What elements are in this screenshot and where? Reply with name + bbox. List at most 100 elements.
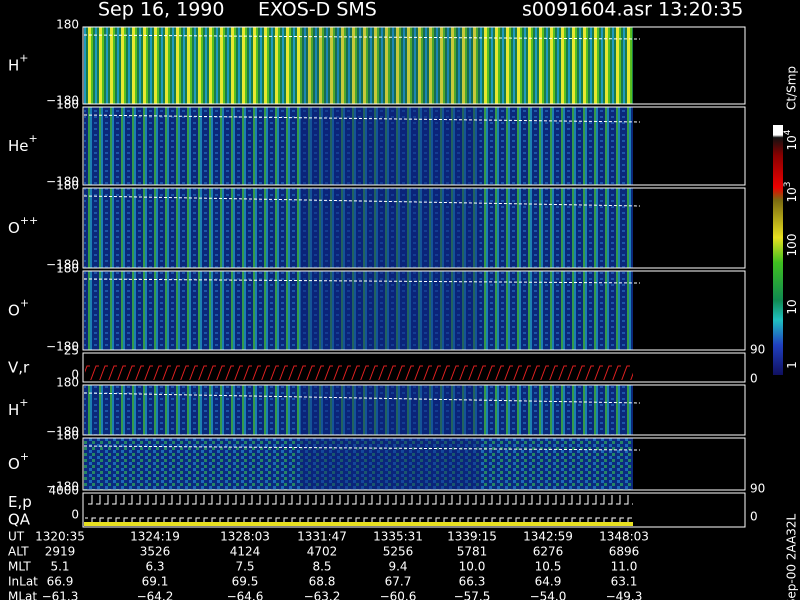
cell: 6276 xyxy=(533,545,564,559)
row-label: UT xyxy=(8,530,25,544)
axis-right-top: 90 xyxy=(750,482,765,496)
axis-bottom: −180 xyxy=(46,340,79,354)
axis-right-bottom: 0 xyxy=(750,510,758,524)
cell: 68.8 xyxy=(309,575,336,589)
axis-bottom: −180 xyxy=(46,425,79,439)
panel-label: He+ xyxy=(8,132,38,155)
cell: 1320:35 xyxy=(35,530,85,544)
spectrogram-fade xyxy=(300,271,480,350)
axis-top: 180 xyxy=(56,429,79,443)
dashed-trace xyxy=(83,392,641,404)
cell: 64.9 xyxy=(535,575,562,589)
cell: 3526 xyxy=(140,545,171,559)
axis-top: 180 xyxy=(56,179,79,193)
label-superscript: 3 xyxy=(783,181,793,187)
axis-right-bottom: 0 xyxy=(750,372,758,386)
axis-bottom: 0 xyxy=(71,368,79,382)
spectrogram-fade xyxy=(300,27,480,104)
panel-label: O++ xyxy=(8,214,38,237)
panel-frame xyxy=(82,187,746,269)
label-text: 100 xyxy=(785,234,799,257)
axis-bottom: −180 xyxy=(46,258,79,272)
spectrogram xyxy=(84,271,633,350)
axis-top: 180 xyxy=(56,98,79,112)
panel-frame xyxy=(82,352,746,383)
cell: 63.1 xyxy=(611,575,638,589)
dashed-trace xyxy=(83,445,641,451)
label-text: O xyxy=(8,219,20,237)
panel-frame xyxy=(82,26,746,105)
cell: 1335:31 xyxy=(373,530,423,544)
panel-label: E,p xyxy=(8,493,32,511)
axis-top: 25 xyxy=(64,344,79,358)
spectrogram-fade xyxy=(300,188,480,268)
dashed-trace xyxy=(83,34,641,40)
label-text: E,p xyxy=(8,493,32,511)
spectrogram-fade xyxy=(300,385,480,435)
spectrogram xyxy=(84,385,633,435)
axis-top: 4000 xyxy=(48,484,79,498)
label-superscript: + xyxy=(20,297,29,310)
axis-top: 180 xyxy=(56,262,79,276)
colorbar xyxy=(773,125,783,375)
colorbar-label: 1 xyxy=(785,361,799,369)
panel-sublabel: QA xyxy=(8,511,31,529)
colorbar-label: 100 xyxy=(785,234,799,257)
cell: 1339:15 xyxy=(447,530,497,544)
row-label: ALT xyxy=(8,545,29,559)
cell: 5256 xyxy=(383,545,414,559)
cell: 11.0 xyxy=(611,560,638,574)
panel-label: H+ xyxy=(8,396,29,419)
label-superscript: 4 xyxy=(783,129,793,135)
cell: 5.1 xyxy=(50,560,69,574)
colorbar-label: 10 xyxy=(785,299,799,314)
cell: 5781 xyxy=(457,545,488,559)
label-superscript: + xyxy=(29,132,38,145)
colorbar-label: 104 xyxy=(783,129,799,150)
cell: 66.3 xyxy=(459,575,486,589)
axis-right-top: 90 xyxy=(750,343,765,357)
axis-bottom: −180 xyxy=(46,175,79,189)
spectrogram xyxy=(84,27,633,104)
cell: −64.6 xyxy=(227,590,264,600)
axis-bottom: −180 xyxy=(46,480,79,494)
time: 13:20:35 xyxy=(658,0,743,21)
label-text: He xyxy=(8,137,29,155)
cell: 67.7 xyxy=(385,575,412,589)
trace xyxy=(85,355,633,380)
panel-frame xyxy=(82,437,746,491)
instrument: EXOS-D SMS xyxy=(258,0,377,21)
panel-label: V,r xyxy=(8,358,30,376)
cell: 8.5 xyxy=(312,560,331,574)
file: s0091604.asr xyxy=(522,0,652,21)
colorbar-unit: Ct/Smp xyxy=(785,66,799,110)
label-base: 10 xyxy=(785,187,799,202)
label-base: 10 xyxy=(785,135,799,150)
spectrogram xyxy=(84,188,633,268)
panel-frame xyxy=(82,270,746,351)
cell: 1348:03 xyxy=(599,530,649,544)
label-text: H xyxy=(8,401,19,419)
cell: −60.6 xyxy=(380,590,417,600)
panel-label: O+ xyxy=(8,450,29,473)
cell: −54.0 xyxy=(530,590,567,600)
panel-frame xyxy=(82,492,746,528)
footer: Sep-00 2AA32L xyxy=(785,514,799,600)
cell: 1328:03 xyxy=(220,530,270,544)
label-text: 10 xyxy=(785,299,799,314)
dashed-trace xyxy=(83,278,641,284)
label-text: 1 xyxy=(785,361,799,369)
cell: 9.4 xyxy=(388,560,407,574)
cell: 1342:59 xyxy=(523,530,573,544)
spectrogram-fade xyxy=(300,438,480,490)
axis-top: 180 xyxy=(56,18,79,32)
axis-bottom: −180 xyxy=(46,94,79,108)
row-label: MLat xyxy=(8,590,37,600)
dashed-trace xyxy=(83,114,641,123)
panels: H+180−180He+180−180O++180−180O+180−180V,… xyxy=(8,18,765,529)
label-superscript: ++ xyxy=(20,214,38,227)
cell: 10.0 xyxy=(459,560,486,574)
cell: 1331:47 xyxy=(297,530,347,544)
cell: 1324:19 xyxy=(130,530,180,544)
